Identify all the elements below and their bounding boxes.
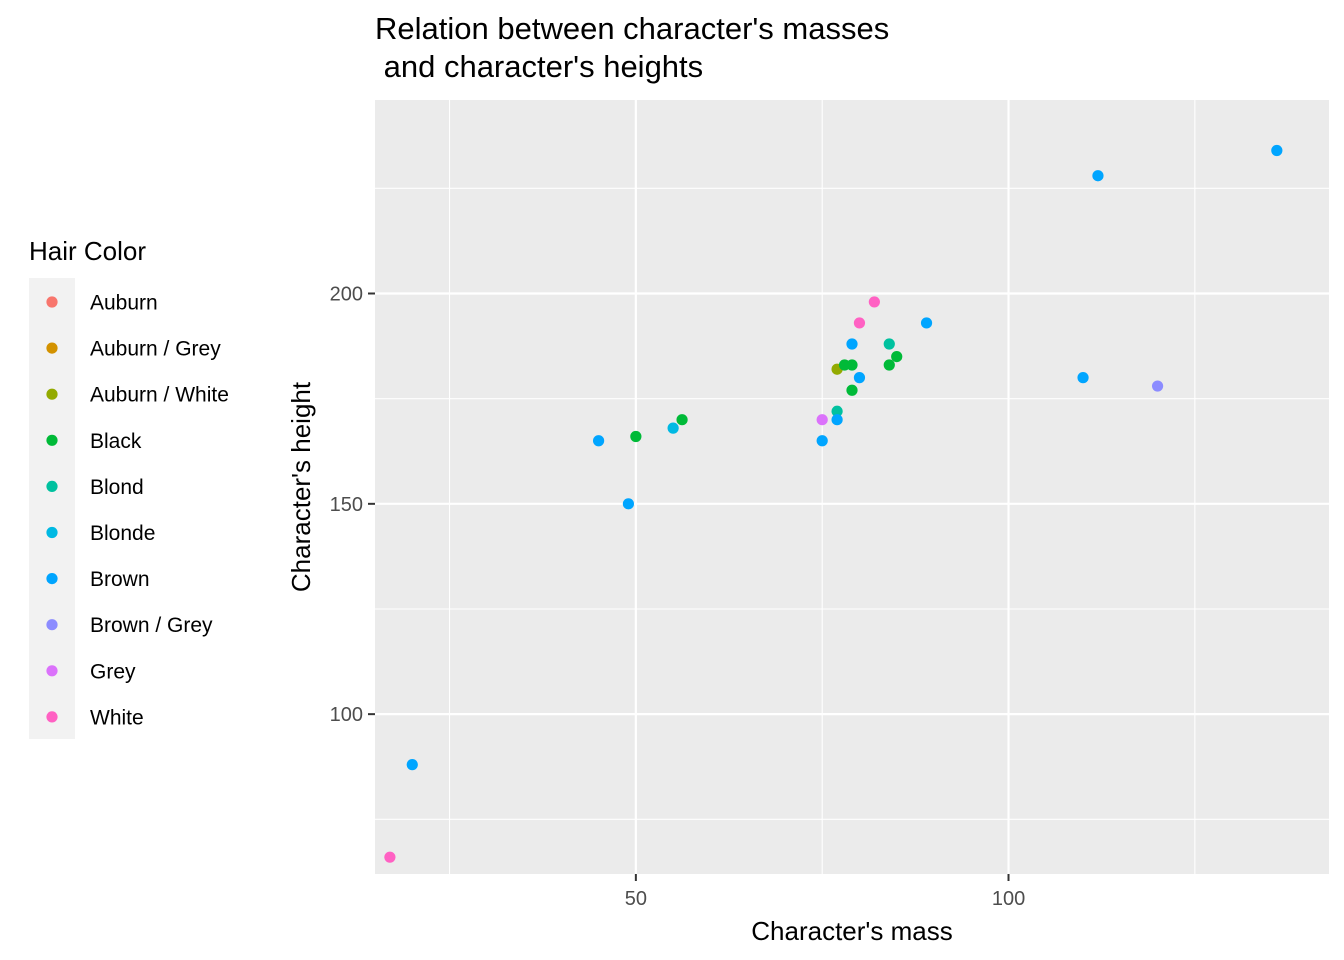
data-point [406, 759, 418, 771]
x-tick-label: 50 [625, 888, 647, 910]
data-point [868, 296, 880, 308]
legend-label: White [90, 706, 144, 729]
legend-key-dot [46, 434, 58, 446]
legend-label: Grey [90, 660, 136, 683]
legend-items: Auburn Auburn / Grey Auburn / White Black Bl… [46, 292, 229, 729]
y-axis-ticks: 100 150 200 [330, 284, 375, 726]
data-point [883, 359, 895, 371]
legend-key-dot [46, 342, 58, 354]
legend-label: Black [90, 430, 142, 453]
data-point [853, 372, 866, 384]
legend-label: Brown [90, 568, 150, 591]
data-point [622, 498, 635, 510]
legend-key-dot [46, 480, 58, 492]
y-axis-title: Character's height [286, 381, 316, 592]
chart-title-line1: Relation between character's masses [375, 11, 889, 46]
major-grid [375, 100, 1329, 874]
legend-label: Auburn / White [90, 384, 229, 407]
legend-key-dot [46, 526, 58, 539]
y-tick-label: 100 [330, 704, 363, 726]
legend-key-dot [46, 296, 58, 308]
data-point [831, 405, 843, 417]
legend-label: Auburn [90, 292, 158, 315]
legend-key-dot [46, 388, 58, 400]
data-point [592, 435, 605, 447]
legend-key-dot [46, 573, 58, 585]
legend-key-dot [46, 665, 58, 677]
data-point [1092, 170, 1104, 182]
legend-title: Hair Color [29, 236, 146, 266]
data-point [1271, 144, 1283, 157]
data-point [846, 338, 858, 350]
data-points [384, 144, 1283, 863]
legend: Hair Color Auburn Auburn / Grey Auburn / W… [29, 236, 229, 739]
chart-title-line2: and character's heights [375, 49, 703, 84]
x-axis-ticks: 50 100 [625, 874, 1025, 910]
legend-key-dot [46, 619, 58, 631]
data-point [384, 851, 396, 863]
data-point [891, 350, 903, 363]
data-point [667, 422, 679, 434]
data-point [853, 317, 866, 329]
legend-key-background [29, 278, 75, 739]
data-point [831, 414, 843, 426]
legend-label: Blond [90, 476, 144, 499]
data-point [920, 317, 933, 329]
x-tick-label: 100 [992, 888, 1025, 910]
data-point [1151, 380, 1164, 392]
legend-key-dot [46, 711, 58, 723]
plot-panel [375, 100, 1329, 874]
x-axis-title: Character's mass [751, 916, 952, 946]
data-point [1077, 372, 1089, 384]
data-point [630, 430, 642, 443]
minor-grid [375, 100, 1329, 874]
data-point [816, 435, 828, 447]
y-tick-label: 200 [330, 284, 363, 306]
data-point [846, 384, 858, 396]
data-point [883, 338, 895, 350]
y-tick-label: 150 [330, 494, 363, 516]
legend-label: Blonde [90, 522, 155, 545]
data-point [676, 414, 688, 426]
data-point [846, 359, 858, 371]
legend-label: Brown / Grey [90, 614, 213, 637]
legend-label: Auburn / Grey [90, 338, 221, 361]
data-point [816, 414, 828, 426]
